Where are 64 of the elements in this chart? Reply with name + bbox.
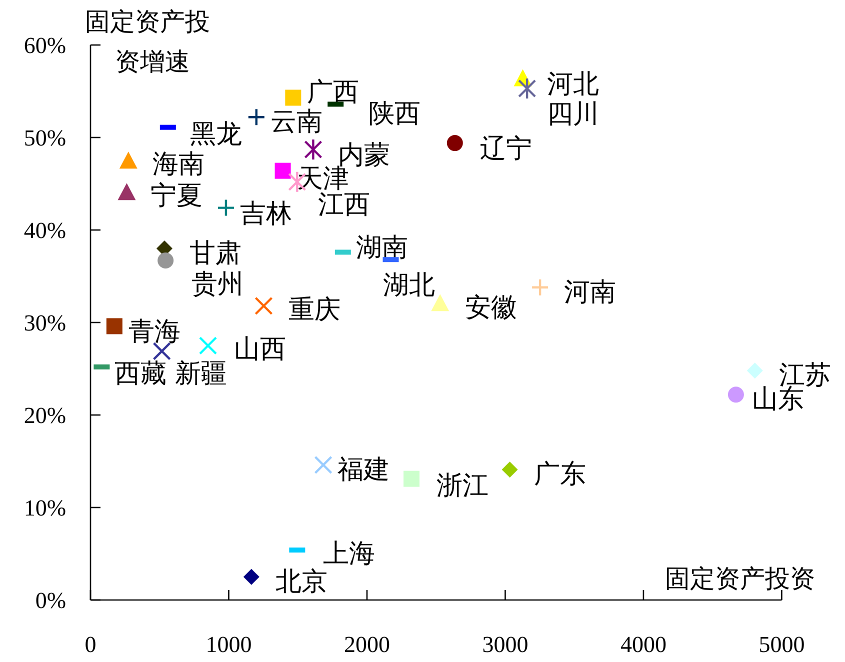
series-label: 山东 xyxy=(752,384,804,414)
y-tick-label: 50% xyxy=(24,126,66,150)
series-label: 西藏 xyxy=(114,358,167,388)
series-label: 河南 xyxy=(564,277,616,306)
series-label: 宁夏 xyxy=(150,181,203,210)
series-label: 山西 xyxy=(234,334,286,364)
x-axis-title: 固定资产投资 xyxy=(665,565,815,593)
x-tick-label: 3000 xyxy=(482,632,528,657)
series-label: 陕西 xyxy=(368,99,421,128)
series-label: 广西 xyxy=(307,78,360,107)
series-label: 黑龙 xyxy=(190,119,242,148)
point xyxy=(243,568,260,585)
series-label: 甘肃 xyxy=(189,238,242,268)
x-tick-label: 2000 xyxy=(344,632,390,657)
point xyxy=(746,362,763,379)
series-label: 上海 xyxy=(323,539,376,568)
point xyxy=(198,336,218,355)
y-axis-title: 固定资产投资增速 xyxy=(85,8,210,76)
series-label: 河北 xyxy=(546,69,599,98)
y-tick-label: 0% xyxy=(35,588,66,613)
series-label: 浙江 xyxy=(436,470,488,500)
x-tick-label: 4000 xyxy=(620,632,666,657)
series-label: 海南 xyxy=(152,150,204,179)
point xyxy=(158,252,174,269)
point xyxy=(216,198,236,217)
x-tick-label: 0 xyxy=(84,632,96,657)
series-label: 新疆 xyxy=(174,359,227,388)
series-label: 北京 xyxy=(275,566,328,596)
y-tick-label: 30% xyxy=(24,310,66,336)
series-label: 江西 xyxy=(318,190,370,219)
y-tick-label: 60% xyxy=(24,33,66,58)
x-tick-label: 5000 xyxy=(758,632,805,657)
point xyxy=(152,342,171,360)
point xyxy=(274,162,291,179)
point xyxy=(119,152,138,169)
point xyxy=(254,296,273,315)
series-label: 湖北 xyxy=(382,270,435,300)
point xyxy=(728,386,744,403)
point xyxy=(446,135,463,152)
series-label: 福建 xyxy=(337,454,390,484)
series-label: 重庆 xyxy=(288,294,341,324)
series-label: 辽宁 xyxy=(480,134,532,164)
point xyxy=(530,278,550,296)
point xyxy=(118,183,136,200)
point xyxy=(304,138,322,161)
point xyxy=(502,462,518,478)
series-label: 云南 xyxy=(270,107,322,136)
series-label: 贵州 xyxy=(192,270,244,299)
point xyxy=(403,470,420,487)
point xyxy=(106,318,122,334)
series-label: 四川 xyxy=(547,99,600,128)
series-label: 安徽 xyxy=(465,293,518,322)
y-tick-label: 20% xyxy=(24,403,66,428)
point xyxy=(285,90,302,106)
point xyxy=(247,108,266,126)
series-label: 吉林 xyxy=(240,198,292,228)
point xyxy=(314,456,332,474)
point xyxy=(518,77,536,100)
series-label: 青海 xyxy=(128,317,180,346)
y-tick-label: 40% xyxy=(24,218,66,243)
series-label: 湖南 xyxy=(356,233,408,262)
series-label: 广东 xyxy=(534,460,586,489)
x-tick-label: 1000 xyxy=(206,632,252,657)
y-tick-label: 10% xyxy=(24,496,66,520)
